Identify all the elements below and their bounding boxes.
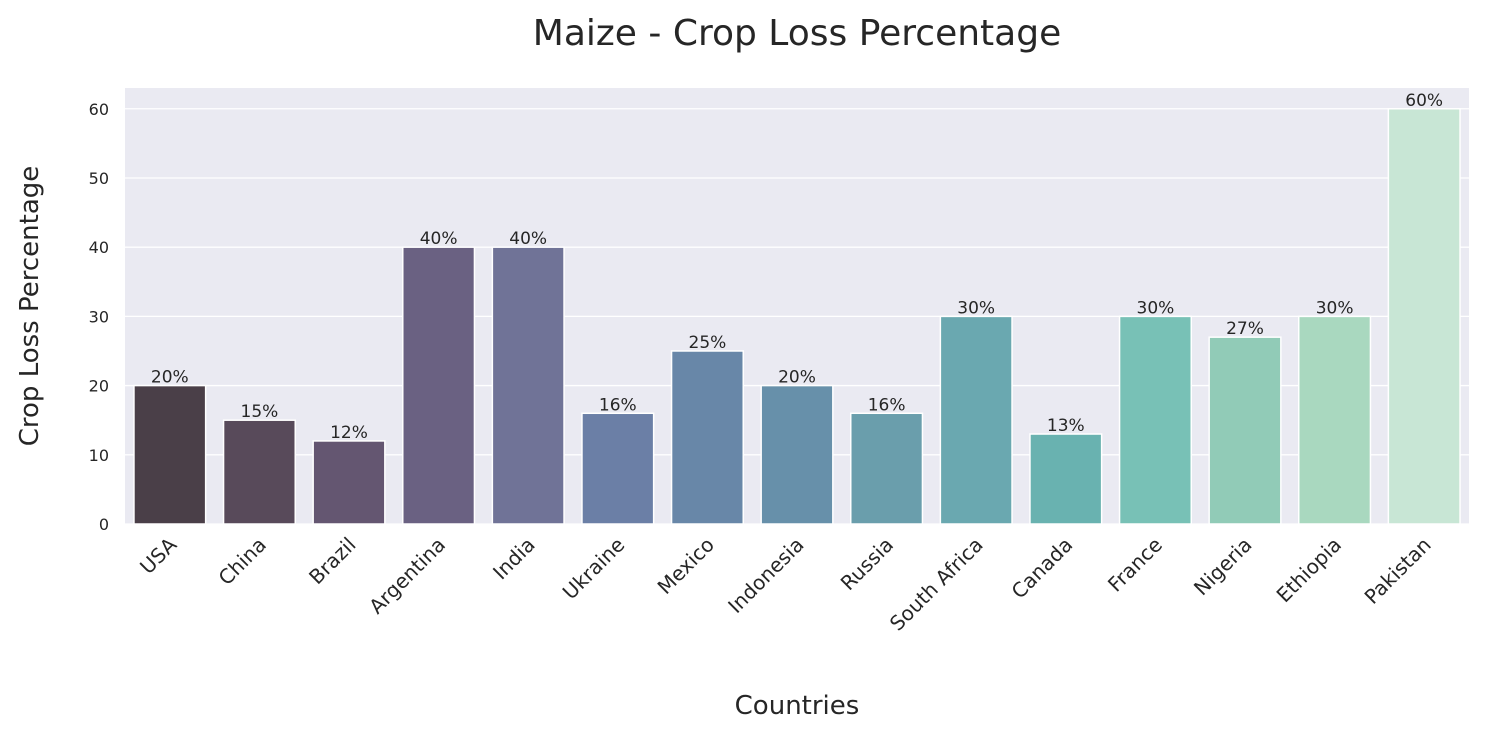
y-tick-labels: 0 10 20 30 40 50 60 <box>89 100 109 534</box>
bar-ukraine <box>581 412 655 525</box>
x-axis-label: Countries <box>735 691 860 721</box>
y-tick-label: 40 <box>89 238 109 257</box>
bar-mexico <box>670 350 744 525</box>
x-tick-label: Mexico <box>653 533 719 599</box>
y-tick-label: 0 <box>99 515 109 534</box>
bar-brazil <box>312 440 386 525</box>
x-tick-label: Indonesia <box>723 533 808 618</box>
y-tick-label: 10 <box>89 446 109 465</box>
x-tick-label: Russia <box>836 533 898 595</box>
data-label: 30% <box>1137 298 1175 318</box>
x-tick-label: Pakistan <box>1360 533 1436 609</box>
x-tick-label: China <box>214 533 271 590</box>
data-label: 40% <box>509 229 547 249</box>
y-axis-label: Crop Loss Percentage <box>15 166 45 447</box>
bar-india <box>491 246 565 525</box>
data-label: 12% <box>330 423 368 443</box>
x-tick-label: India <box>488 533 540 585</box>
bar-nigeria <box>1208 336 1282 525</box>
x-tick-label: Ukraine <box>558 533 630 605</box>
chart-title: Maize - Crop Loss Percentage <box>533 13 1061 54</box>
bars <box>133 108 1461 525</box>
x-tick-label: Argentina <box>364 533 450 619</box>
data-label: 27% <box>1226 319 1264 339</box>
data-label: 20% <box>151 368 189 388</box>
data-label: 30% <box>957 298 995 318</box>
x-tick-label: Brazil <box>304 533 360 589</box>
bar-russia <box>850 412 924 525</box>
data-labels: 20% 15% 12% 40% 40% 16% 25% 20% 16% 30% 13% 30% 27% 3… <box>151 91 1443 443</box>
data-label: 40% <box>420 229 458 249</box>
bar-france <box>1118 315 1192 525</box>
bar-pakistan <box>1387 108 1461 525</box>
y-tick-label: 30 <box>89 307 109 326</box>
x-tick-label: Nigeria <box>1189 533 1257 601</box>
data-label: 60% <box>1405 91 1443 111</box>
data-label: 25% <box>689 333 727 353</box>
x-tick-label: France <box>1103 533 1167 597</box>
y-tick-label: 60 <box>89 100 109 119</box>
data-label: 16% <box>868 395 906 415</box>
data-label: 13% <box>1047 416 1085 436</box>
y-tick-label: 20 <box>89 377 109 396</box>
bar-indonesia <box>760 384 834 525</box>
x-tick-labels: USA China Brazil Argentina India Ukraine Mexic… <box>135 532 1436 635</box>
bar-south-africa <box>939 315 1013 525</box>
x-tick-label: South Africa <box>885 533 988 636</box>
y-tick-label: 50 <box>89 169 109 188</box>
data-label: 30% <box>1316 298 1354 318</box>
bar-canada <box>1029 433 1103 525</box>
bar-ethiopia <box>1298 315 1372 525</box>
bar-argentina <box>402 246 476 525</box>
bar-china <box>222 419 296 525</box>
x-tick-label: Canada <box>1007 533 1078 604</box>
data-label: 20% <box>778 368 816 388</box>
data-label: 15% <box>241 402 279 422</box>
bar-usa <box>133 384 207 525</box>
data-label: 16% <box>599 395 637 415</box>
x-tick-label: USA <box>135 532 181 578</box>
x-tick-label: Ethiopia <box>1272 533 1347 608</box>
